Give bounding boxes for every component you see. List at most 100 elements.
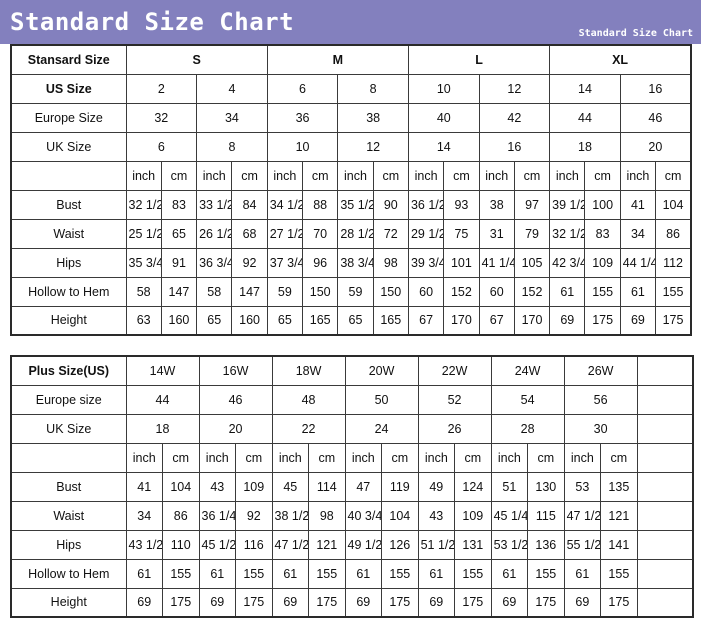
table-separator	[0, 336, 701, 355]
size-value-cell: 18	[125, 413, 200, 444]
measurement-value-cell: 34	[125, 500, 163, 531]
unit-header-cell: inch	[125, 160, 162, 191]
measurement-value-cell: 92	[231, 247, 268, 278]
measurement-row: Hips 43 1/2 110 45 1/2 116 47 1/2 121 49 1/2 126…	[10, 529, 694, 560]
size-row: UK Size 18 20 22 24 26 28 30	[10, 413, 694, 444]
row-label: Europe size	[10, 384, 127, 415]
measurement-value-cell: 115	[527, 500, 565, 531]
size-value-cell: 40	[407, 102, 480, 133]
table-header-row: Plus Size(US) 14W 16W 18W 20W 22W 24W 26W	[10, 355, 694, 386]
row-label: Height	[10, 587, 127, 618]
measurement-value-cell: 91	[160, 247, 198, 278]
measurement-value-cell: 47	[344, 471, 383, 502]
measurement-value-cell: 58	[125, 276, 162, 307]
unit-header-cell: cm	[584, 160, 621, 191]
unit-header-cell: cm	[513, 160, 551, 191]
size-column-header: 26W	[563, 355, 638, 386]
measurement-value-cell: 83	[160, 189, 198, 220]
measurement-value-cell: 69	[563, 587, 602, 618]
measurement-row: Bust 32 1/2 83 33 1/2 84 34 1/2 88 35 1/2 90 36 1…	[10, 189, 692, 220]
measurement-value-cell: 45 1/4	[490, 500, 529, 531]
size-column-header: 14W	[125, 355, 200, 386]
size-value-cell: 32	[125, 102, 198, 133]
measurement-value-cell: 32 1/2	[549, 218, 586, 249]
trailing-filler-cell	[636, 500, 694, 531]
measurement-value-cell: 69	[344, 587, 383, 618]
measurement-value-cell: 175	[655, 305, 692, 336]
measurement-value-cell: 25 1/2	[125, 218, 162, 249]
size-row: UK Size 6 8 10 12 14 16 18 20	[10, 131, 692, 162]
measurement-row: Hips 35 3/4 91 36 3/4 92 37 3/4 96 38 3/4 98 39 3…	[10, 247, 692, 278]
unit-header-cell: cm	[372, 160, 409, 191]
unit-header-cell: inch	[549, 160, 586, 191]
unit-header-cell: inch	[563, 442, 602, 473]
measurement-value-cell: 61	[125, 558, 163, 589]
unit-header-cell: cm	[527, 442, 565, 473]
size-value-cell: 18	[549, 131, 621, 162]
unit-header-cell: cm	[231, 160, 268, 191]
measurement-value-cell: 68	[231, 218, 268, 249]
measurement-value-cell: 136	[527, 529, 565, 560]
standard-size-table-wrap: Stansard Size S M L XL US Size 2 4 6 8 10 12 14 16 Eur…	[0, 44, 701, 336]
measurement-value-cell: 175	[527, 587, 565, 618]
measurement-value-cell: 175	[235, 587, 273, 618]
size-group-header: XL	[549, 44, 692, 75]
measurement-value-cell: 69	[198, 587, 237, 618]
measurement-value-cell: 70	[302, 218, 339, 249]
trailing-filler-cell	[636, 558, 694, 589]
measurement-value-cell: 58	[196, 276, 233, 307]
measurement-value-cell: 61	[344, 558, 383, 589]
size-value-cell: 44	[125, 384, 200, 415]
measurement-value-cell: 43	[198, 471, 237, 502]
measurement-value-cell: 61	[271, 558, 310, 589]
measurement-value-cell: 28 1/2	[337, 218, 374, 249]
measurement-value-cell: 100	[584, 189, 621, 220]
measurement-row: Hollow to Hem 58 147 58 147 59 150 59 150 60 152 60…	[10, 276, 692, 307]
measurement-value-cell: 41	[619, 189, 657, 220]
measurement-value-cell: 104	[655, 189, 692, 220]
plus-size-table-wrap: Plus Size(US) 14W 16W 18W 20W 22W 24W 26W Europe…	[0, 355, 701, 618]
measurement-value-cell: 31	[478, 218, 515, 249]
measurement-value-cell: 59	[266, 276, 304, 307]
measurement-value-cell: 165	[302, 305, 339, 336]
measurement-value-cell: 53	[563, 471, 602, 502]
measurement-value-cell: 141	[600, 529, 638, 560]
measurement-value-cell: 155	[381, 558, 419, 589]
measurement-value-cell: 36 1/4	[198, 500, 237, 531]
measurement-value-cell: 59	[337, 276, 374, 307]
size-column-header: 24W	[490, 355, 565, 386]
measurement-value-cell: 175	[454, 587, 492, 618]
measurement-value-cell: 36 1/2	[407, 189, 445, 220]
size-value-cell: 54	[490, 384, 565, 415]
measurement-row: Bust 41 104 43 109 45 114 47 119 49 124 51 130 53 135	[10, 471, 694, 502]
measurement-value-cell: 93	[443, 189, 480, 220]
measurement-value-cell: 39 1/2	[549, 189, 586, 220]
unit-header-cell: cm	[160, 160, 198, 191]
measurement-value-cell: 60	[407, 276, 445, 307]
unit-header-cell: inch	[125, 442, 163, 473]
unit-header-cell: inch	[478, 160, 515, 191]
measurement-value-cell: 69	[271, 587, 310, 618]
measurement-value-cell: 69	[417, 587, 456, 618]
measurement-value-cell: 86	[655, 218, 692, 249]
measurement-value-cell: 105	[513, 247, 551, 278]
size-group-header: M	[266, 44, 409, 75]
plus-size-table: Plus Size(US) 14W 16W 18W 20W 22W 24W 26W Europe…	[10, 355, 695, 618]
measurement-row: Height 69 175 69 175 69 175 69 175 69 175 69 175 69 17…	[10, 587, 694, 618]
measurement-value-cell: 121	[308, 529, 346, 560]
size-value-cell: 4	[196, 73, 268, 104]
measurement-value-cell: 43	[417, 500, 456, 531]
measurement-value-cell: 97	[513, 189, 551, 220]
size-value-cell: 42	[478, 102, 551, 133]
measurement-value-cell: 47 1/2	[563, 500, 602, 531]
measurement-value-cell: 86	[162, 500, 200, 531]
measurement-value-cell: 61	[198, 558, 237, 589]
row-label: Hips	[10, 247, 127, 278]
measurement-value-cell: 96	[302, 247, 339, 278]
measurement-value-cell: 75	[443, 218, 480, 249]
unit-header-cell: cm	[454, 442, 492, 473]
row-label: Bust	[10, 189, 127, 220]
size-value-cell: 6	[125, 131, 198, 162]
size-row: US Size 2 4 6 8 10 12 14 16	[10, 73, 692, 104]
row-label: Height	[10, 305, 127, 336]
